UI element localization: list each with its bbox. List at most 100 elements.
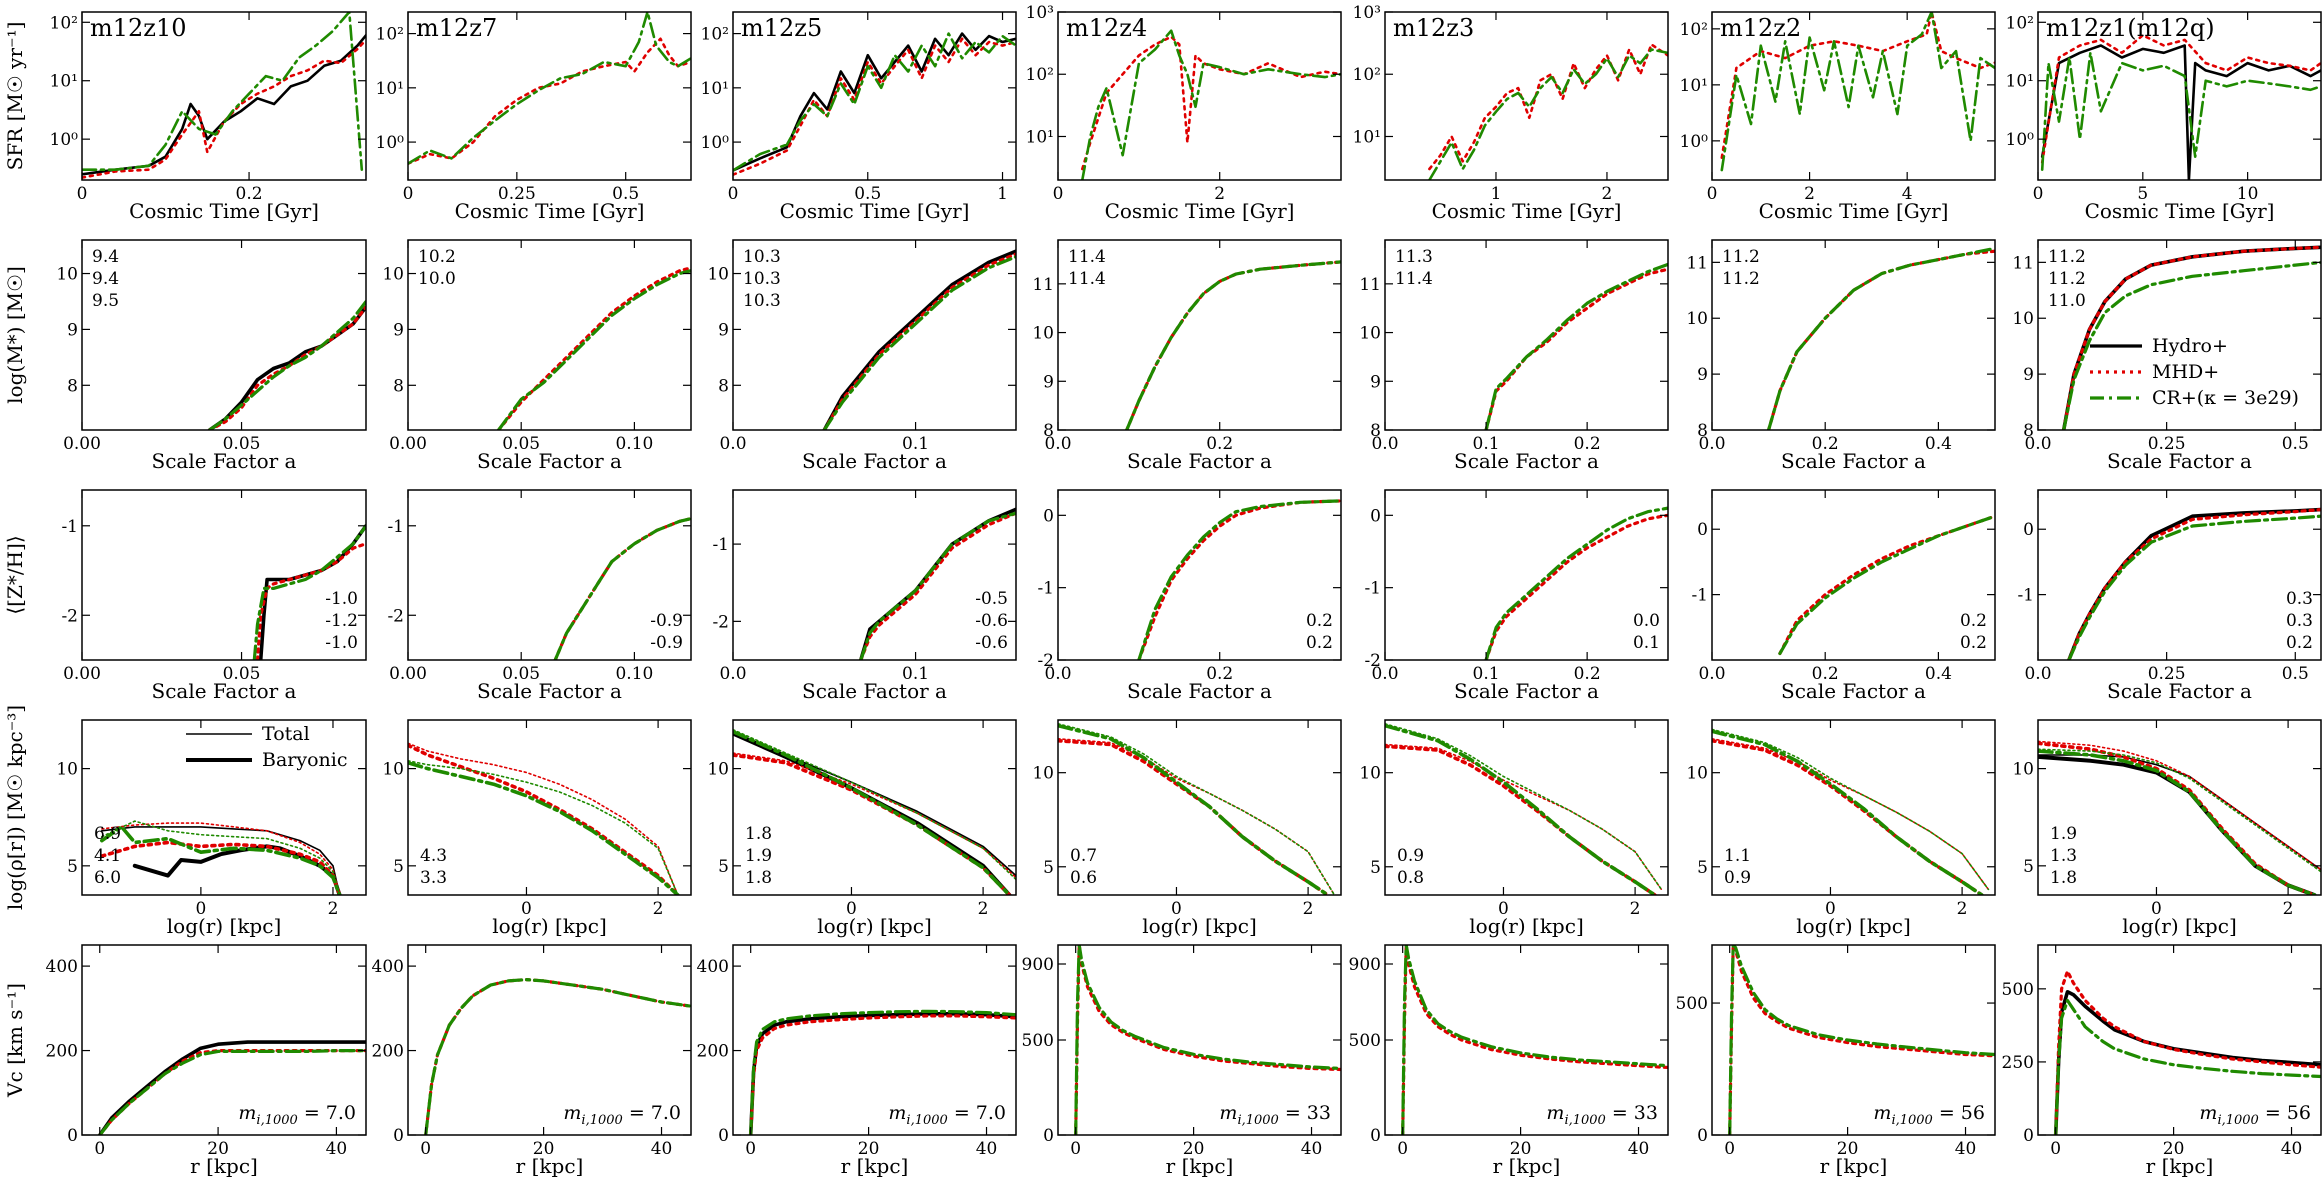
y-tick-label: 10¹	[2006, 72, 2034, 92]
y-tick-label: 5	[2023, 857, 2034, 877]
series-mhd-line	[82, 38, 366, 179]
value-label-cr: 0.9	[1724, 868, 1751, 888]
x-tick-label: 20	[858, 1139, 880, 1159]
x-axis-label: Cosmic Time [Gyr]	[1432, 199, 1622, 223]
series-cr-line	[82, 12, 364, 171]
x-tick-label: 20	[1510, 1139, 1532, 1159]
panel-frame	[2037, 944, 2322, 1136]
value-label-mhd: 4.1	[94, 846, 121, 866]
resolution-label: mi,1000 = 56	[1873, 1102, 1985, 1128]
y-tick-label: 5	[1043, 858, 1054, 878]
x-tick-label: 0	[77, 184, 88, 204]
value-label-cr: 11.4	[1395, 269, 1433, 289]
value-label-mhd: 0.0	[1633, 611, 1660, 631]
y-tick-label: 400	[372, 957, 404, 977]
x-axis-label: Scale Factor a	[477, 679, 622, 703]
value-label-mhd: 1.9	[745, 846, 772, 866]
y-axis-label: SFR [M☉ yr⁻¹]	[3, 22, 27, 171]
y-tick-label: 0	[2023, 520, 2034, 540]
x-tick-label: 0.0	[1044, 664, 1071, 684]
value-label-mhd: 1.1	[1724, 846, 1751, 866]
series-hydro-thick-line	[733, 731, 1012, 895]
legend-density: Total Baryonic	[186, 723, 348, 771]
x-axis-label: log(r) [kpc]	[2122, 914, 2237, 938]
series-mhd-line	[1125, 260, 1341, 430]
series-hydro-line	[82, 33, 366, 176]
panel-sfr-6: 0 2 4 10⁰ 10¹ 10² Cosmic Time [Gyr] m12z2	[1680, 11, 1996, 223]
x-tick-label: 0.5	[2282, 434, 2309, 454]
value-label-hydro: 11.2	[2048, 247, 2086, 267]
value-label-mhd: 4.3	[420, 846, 447, 866]
x-tick-label: 0.2	[236, 184, 263, 204]
panel-frame	[1384, 11, 1669, 181]
value-label-mhd: -0.9	[650, 611, 683, 631]
value-label-mhd: 0.2	[1306, 611, 1333, 631]
y-tick-label: 9	[2023, 365, 2034, 385]
series-cr-line	[1125, 260, 1341, 430]
legend-label-mhd: MHD+	[2152, 361, 2219, 383]
x-axis-label: Scale Factor a	[1454, 449, 1599, 473]
value-label-cr: 0.2	[1306, 633, 1333, 653]
y-tick-label: 400	[46, 957, 78, 977]
y-tick-label: 500	[1676, 994, 1708, 1014]
value-label-cr: -0.6	[975, 633, 1008, 653]
x-tick-label: 0.05	[223, 664, 261, 684]
x-axis-label: log(r) [kpc]	[1142, 914, 1257, 938]
series-mhd-line	[749, 1014, 1016, 1135]
panel-metallicity-1: 0.00 0.05 -2 -1 Scale Factor a -1.0-1.2-1.0	[61, 489, 367, 703]
y-tick-label: 10	[56, 760, 78, 780]
value-label-cr: 0.8	[1397, 868, 1424, 888]
panel-frame	[407, 239, 692, 431]
value-label-mhd: 0.2	[1960, 611, 1987, 631]
y-tick-label: 10²	[1680, 20, 1708, 40]
x-tick-label: 0.0	[1698, 664, 1725, 684]
value-label-cr: 11.4	[1068, 269, 1106, 289]
panel-frame	[732, 239, 1017, 431]
y-tick-label: 10	[382, 760, 404, 780]
x-tick-label: 0	[2033, 184, 2044, 204]
value-label-mhd: 9.4	[92, 269, 119, 289]
x-axis-label: r [kpc]	[1820, 1154, 1888, 1178]
value-label-cr: -0.9	[650, 633, 683, 653]
x-tick-label: 0.10	[615, 434, 653, 454]
legend-label-hydro: Hydro+	[2152, 335, 2228, 357]
panel-frame	[1711, 489, 1996, 661]
x-tick-label: 40	[326, 1139, 348, 1159]
x-tick-label: 2	[1214, 184, 1225, 204]
series-mhd-line	[1766, 249, 1995, 430]
value-label-hydro: 0.3	[2286, 589, 2313, 609]
panel-frame	[81, 239, 367, 431]
x-axis-label: Cosmic Time [Gyr]	[129, 199, 319, 223]
panel-frame	[1711, 11, 1996, 181]
x-tick-label: 0	[94, 1139, 105, 1159]
value-label-cr: 0.1	[1633, 633, 1660, 653]
series-mhd-line	[1484, 267, 1668, 430]
series-mhd-thick-line	[733, 753, 1012, 895]
x-tick-label: 0	[728, 184, 739, 204]
x-axis-label: Scale Factor a	[1454, 679, 1599, 703]
x-axis-label: log(r) [kpc]	[1796, 914, 1911, 938]
y-tick-label: -1	[712, 535, 729, 555]
panel-frame	[732, 944, 1017, 1136]
value-label-cr: 0.2	[2286, 633, 2313, 653]
series-cr-thick-line	[100, 825, 342, 895]
panel-title: m12z2	[1720, 14, 1801, 42]
x-tick-label: 20	[2163, 1139, 2185, 1159]
series-cr-line	[2067, 514, 2321, 660]
x-axis-label: log(r) [kpc]	[167, 914, 282, 938]
y-tick-label: 11	[1686, 253, 1708, 273]
panel-title: m12z1(m12q)	[2046, 14, 2215, 42]
x-tick-label: 0.2	[1206, 434, 1233, 454]
series-cr-line	[1778, 514, 1995, 656]
series-cr-line	[252, 524, 366, 660]
panel-frame	[81, 719, 367, 896]
x-tick-label: 0	[1724, 1139, 1735, 1159]
value-label-hydro: -0.5	[975, 589, 1008, 609]
value-label-hydro: 6.9	[94, 824, 121, 844]
series-mhd-line	[1484, 513, 1668, 660]
y-tick-label: 5	[718, 857, 729, 877]
y-tick-label: 10	[56, 265, 78, 285]
